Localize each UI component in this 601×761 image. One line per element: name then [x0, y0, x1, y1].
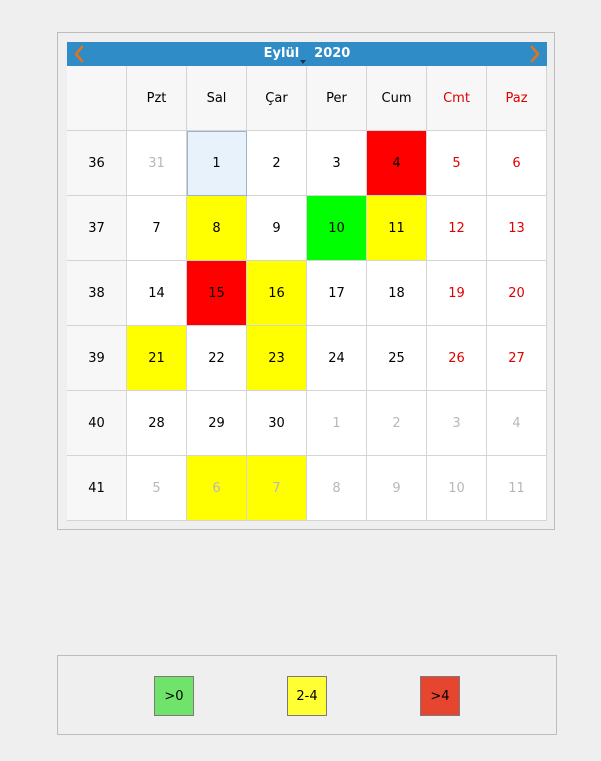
legend-item-low: >0	[154, 676, 194, 716]
weekday-header: Sal	[187, 66, 247, 131]
legend-item-high: >4	[420, 676, 460, 716]
grid-corner	[67, 66, 127, 131]
day-cell[interactable]: 10	[307, 196, 367, 261]
day-cell[interactable]: 21	[127, 326, 187, 391]
month-dropdown[interactable]: Eylül	[263, 42, 307, 66]
chevron-left-icon	[74, 45, 84, 63]
day-cell[interactable]: 1	[307, 391, 367, 456]
day-cell[interactable]: 8	[187, 196, 247, 261]
day-cell[interactable]: 27	[487, 326, 547, 391]
day-cell[interactable]: 26	[427, 326, 487, 391]
week-number: 40	[67, 391, 127, 456]
day-cell[interactable]: 29	[187, 391, 247, 456]
day-cell[interactable]: 25	[367, 326, 427, 391]
week-number: 38	[67, 261, 127, 326]
legend-item-medium: 2-4	[287, 676, 327, 716]
weekday-header: Cmt	[427, 66, 487, 131]
day-cell[interactable]: 4	[367, 131, 427, 196]
day-cell[interactable]: 31	[127, 131, 187, 196]
day-cell[interactable]: 6	[187, 456, 247, 521]
week-number: 36	[67, 131, 127, 196]
day-cell[interactable]: 14	[127, 261, 187, 326]
day-cell[interactable]: 20	[487, 261, 547, 326]
prev-month-button[interactable]	[71, 45, 87, 63]
day-cell[interactable]: 7	[127, 196, 187, 261]
next-month-button[interactable]	[527, 45, 543, 63]
calendar-grid: Pzt Sal Çar Per Cum Cmt Paz 36 31 1 2 3 4 5 6 37 7 8 9 10 11…	[67, 66, 547, 521]
day-cell[interactable]: 7	[247, 456, 307, 521]
day-cell[interactable]: 9	[247, 196, 307, 261]
calendar-nav-bar: Eylül 2020	[67, 42, 547, 66]
caret-down-icon	[300, 60, 307, 64]
day-cell[interactable]: 13	[487, 196, 547, 261]
day-cell[interactable]: 18	[367, 261, 427, 326]
day-cell[interactable]: 5	[127, 456, 187, 521]
day-cell[interactable]: 30	[247, 391, 307, 456]
day-cell[interactable]: 10	[427, 456, 487, 521]
day-cell[interactable]: 5	[427, 131, 487, 196]
year-spinbox[interactable]: 2020	[314, 46, 351, 61]
day-cell[interactable]: 19	[427, 261, 487, 326]
day-cell[interactable]: 3	[307, 131, 367, 196]
day-cell[interactable]: 15	[187, 261, 247, 326]
day-cell[interactable]: 28	[127, 391, 187, 456]
day-cell[interactable]: 16	[247, 261, 307, 326]
weekday-header: Pzt	[127, 66, 187, 131]
day-cell[interactable]: 12	[427, 196, 487, 261]
legend-panel: >0 2-4 >4	[57, 655, 557, 735]
day-cell[interactable]: 11	[367, 196, 427, 261]
day-cell[interactable]: 9	[367, 456, 427, 521]
weekday-header: Cum	[367, 66, 427, 131]
chevron-right-icon	[530, 45, 540, 63]
nav-title: Eylül 2020	[67, 42, 547, 66]
calendar-widget: Eylül 2020 Pzt Sal Çar Per Cum Cmt Paz 36 31 1 2 3 4 5…	[57, 32, 555, 530]
week-number: 37	[67, 196, 127, 261]
day-cell[interactable]: 23	[247, 326, 307, 391]
day-cell[interactable]: 3	[427, 391, 487, 456]
weekday-header: Paz	[487, 66, 547, 131]
weekday-header: Per	[307, 66, 367, 131]
weekday-header: Çar	[247, 66, 307, 131]
day-cell[interactable]: 24	[307, 326, 367, 391]
day-cell[interactable]: 6	[487, 131, 547, 196]
day-cell[interactable]: 17	[307, 261, 367, 326]
day-cell[interactable]: 8	[307, 456, 367, 521]
day-cell[interactable]: 4	[487, 391, 547, 456]
week-number: 39	[67, 326, 127, 391]
day-cell[interactable]: 2	[367, 391, 427, 456]
day-cell[interactable]: 2	[247, 131, 307, 196]
month-label: Eylül	[263, 46, 300, 61]
week-number: 41	[67, 456, 127, 521]
day-cell[interactable]: 11	[487, 456, 547, 521]
day-cell[interactable]: 22	[187, 326, 247, 391]
day-cell-selected[interactable]: 1	[187, 131, 247, 196]
